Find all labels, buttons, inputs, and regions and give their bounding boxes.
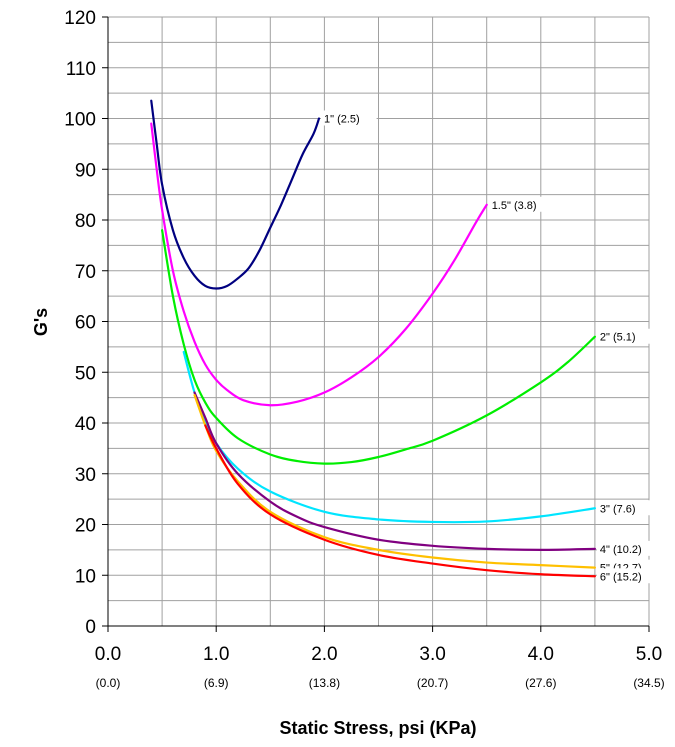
- x-tick-sublabel: (0.0): [96, 676, 121, 690]
- x-tick-label: 3.0: [419, 644, 445, 665]
- series-label: 3" (7.6): [600, 503, 636, 515]
- series-line: [193, 391, 596, 551]
- y-tick-label: 50: [75, 363, 96, 384]
- x-tick-sublabel: (20.7): [417, 676, 448, 690]
- y-tick-label: 120: [64, 8, 96, 29]
- series-line: [193, 393, 596, 569]
- grid-lines: [107, 16, 650, 627]
- series-label-bg: [596, 568, 659, 584]
- x-tick-sublabel: (13.8): [309, 676, 340, 690]
- y-tick-label: 60: [75, 313, 96, 334]
- series-line: [204, 424, 596, 578]
- y-tick-label: 10: [75, 566, 96, 587]
- y-tick-label: 100: [64, 110, 96, 131]
- series-label-bg: [596, 328, 653, 344]
- series-line: [150, 122, 488, 407]
- y-tick-label: 70: [75, 262, 96, 283]
- x-tick-label: 2.0: [311, 644, 337, 665]
- y-tick-labels: 0 10 20 30 40 50 60 70 80 90 100 110 120: [64, 8, 96, 638]
- series-label: 1" (2.5): [324, 114, 360, 126]
- series-label: 2" (5.1): [600, 332, 636, 344]
- y-tick-label: 90: [75, 160, 96, 181]
- series-lines: [150, 99, 596, 578]
- series-labels: 1" (2.5) 1.5" (3.8) 2" (5.1) 3" (7.6) 4" (10…: [320, 110, 659, 584]
- x-tick-sublabel: (27.6): [525, 676, 556, 690]
- series-label-bg: [488, 196, 557, 212]
- y-tick-label: 0: [85, 617, 96, 638]
- series-label-bg: [320, 110, 377, 126]
- series-line: [161, 229, 596, 465]
- series-line: [182, 350, 596, 524]
- series-label: 1.5" (3.8): [492, 200, 537, 212]
- x-tick-label: 1.0: [203, 644, 229, 665]
- series-label-bg: [596, 540, 659, 556]
- y-tick-label: 40: [75, 414, 96, 435]
- y-tick-label: 30: [75, 465, 96, 486]
- x-tick-sublabel: (6.9): [204, 676, 229, 690]
- y-axis-title: G's: [31, 308, 51, 336]
- x-tick-sublabel: (34.5): [633, 676, 664, 690]
- x-tick-label: 5.0: [636, 644, 662, 665]
- y-tick-label: 110: [66, 59, 96, 80]
- y-tick-label: 20: [75, 516, 96, 537]
- x-tick-label: 4.0: [528, 644, 554, 665]
- series-label: 6" (15.2): [600, 571, 642, 583]
- x-tick-label: 0.0: [95, 644, 121, 665]
- series-label-bg: [596, 500, 653, 516]
- x-axis-title: Static Stress, psi (KPa): [279, 718, 476, 738]
- series-line: [150, 99, 321, 290]
- y-tick-label: 80: [75, 211, 96, 232]
- x-tick-labels: 0.0 (0.0) 1.0 (6.9) 2.0 (13.8) 3.0 (20.7) 4.0 (27…: [95, 644, 665, 690]
- axes: [102, 16, 650, 632]
- series-label: 4" (10.2): [600, 544, 642, 556]
